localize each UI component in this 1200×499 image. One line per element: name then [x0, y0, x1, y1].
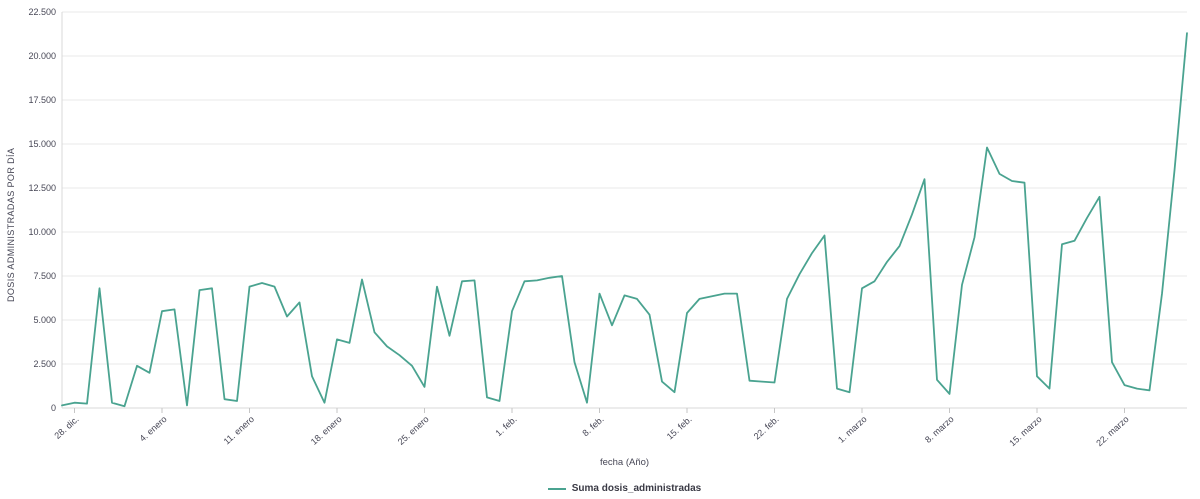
- y-tick-label: 20.000: [28, 51, 56, 61]
- data-line: [61, 32, 1188, 408]
- x-axis-title: fecha (Año): [599, 457, 650, 468]
- y-tick-label: 2.500: [33, 359, 56, 369]
- legend-label: Suma dosis_administradas: [571, 483, 702, 494]
- y-tick-label: 7.500: [33, 271, 56, 281]
- y-tick-label: 5.000: [33, 315, 56, 325]
- y-tick-label: 22.500: [28, 7, 56, 17]
- legend[interactable]: Suma dosis_administradas: [62, 483, 1187, 494]
- y-axis-title: DOSIS ADMINISTRADAS POR DÍA: [6, 147, 16, 302]
- legend-line-swatch: [547, 487, 566, 490]
- y-tick-label: 12.500: [28, 183, 56, 193]
- y-tick-label: 17.500: [28, 95, 56, 105]
- y-tick-label: 15.000: [28, 139, 56, 149]
- y-tick-label: 0: [50, 403, 56, 413]
- y-tick-label: 10.000: [28, 227, 56, 237]
